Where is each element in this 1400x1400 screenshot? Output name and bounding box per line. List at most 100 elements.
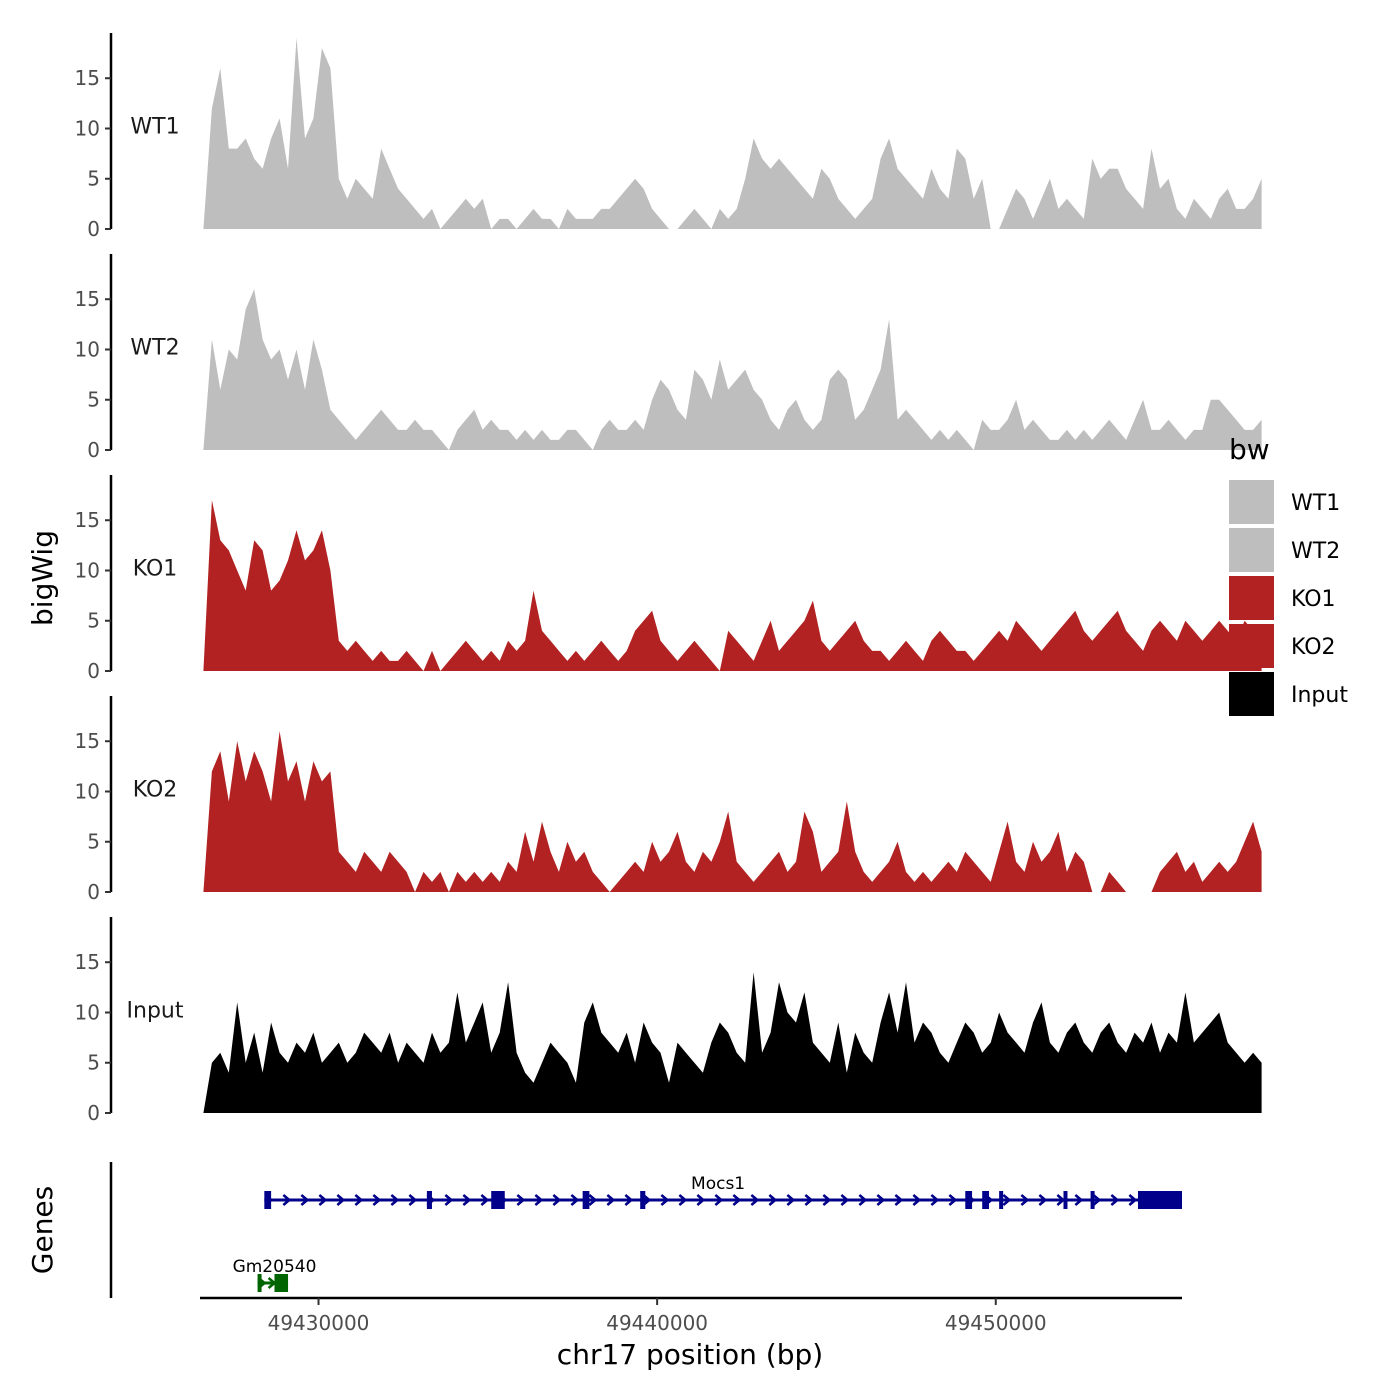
strand-arrow bbox=[660, 1194, 670, 1206]
strand-arrow bbox=[300, 1194, 310, 1206]
strand-arrow bbox=[894, 1194, 904, 1206]
signal-area-ko2 bbox=[203, 731, 1262, 892]
gene-exon bbox=[582, 1191, 590, 1209]
strand-arrow bbox=[336, 1194, 346, 1206]
strand-arrow bbox=[1056, 1194, 1066, 1206]
legend-item-input: Input bbox=[1229, 672, 1348, 716]
y-tick-label: 5 bbox=[87, 830, 100, 854]
strand-arrow bbox=[912, 1194, 922, 1206]
x-tick-label: 49440000 bbox=[606, 1311, 708, 1335]
y-tick-label: 15 bbox=[75, 950, 100, 974]
gene-exon bbox=[257, 1274, 262, 1292]
gene-exon bbox=[999, 1191, 1004, 1209]
strand-arrow bbox=[714, 1194, 724, 1206]
gene-label-gm20540: Gm20540 bbox=[233, 1257, 317, 1277]
y-tick-label: 5 bbox=[87, 388, 100, 412]
strand-arrow bbox=[858, 1194, 868, 1206]
y-tick-label: 0 bbox=[87, 217, 100, 241]
strand-arrow bbox=[516, 1194, 526, 1206]
legend-label: WT1 bbox=[1291, 491, 1340, 516]
signal-area-ko1 bbox=[203, 500, 1262, 671]
genes-panel: Gm20540 Mocs1 bbox=[109, 1162, 1182, 1298]
tracks-group: 0 5 10 15 WT1 0 5 10 15 WT2 0 5 10 15 KO1 0 5 10 15 KO2 0 5 10… bbox=[75, 33, 1262, 1125]
gene-exon bbox=[640, 1191, 646, 1209]
y-tick-label: 10 bbox=[75, 1000, 100, 1024]
y-axis-title: bigWig bbox=[26, 530, 59, 626]
track-wt1: 0 5 10 15 WT1 bbox=[75, 33, 1262, 241]
y-tick-label: 0 bbox=[87, 438, 100, 462]
gene-mocs1: Mocs1 bbox=[264, 1174, 1182, 1209]
gene-exon bbox=[982, 1191, 989, 1209]
y-tick-label: 0 bbox=[87, 880, 100, 904]
legend: bw WT1 WT2 KO1 KO2 Input bbox=[1229, 433, 1348, 716]
strand-arrow bbox=[372, 1194, 382, 1206]
legend-label: WT2 bbox=[1291, 539, 1340, 564]
legend-title: bw bbox=[1229, 433, 1270, 466]
gene-gm20540: Gm20540 bbox=[233, 1257, 317, 1292]
strand-arrow bbox=[750, 1194, 760, 1206]
strand-arrow bbox=[1074, 1194, 1084, 1206]
track-label-wt1: WT1 bbox=[130, 115, 179, 140]
strand-arrow bbox=[840, 1194, 850, 1206]
gene-exon bbox=[274, 1274, 289, 1292]
y-tick-label: 0 bbox=[87, 659, 100, 683]
strand-arrow bbox=[444, 1194, 454, 1206]
y-tick-label: 5 bbox=[87, 1051, 100, 1075]
y-tick-label: 5 bbox=[87, 609, 100, 633]
strand-arrow bbox=[588, 1194, 598, 1206]
legend-swatch bbox=[1229, 672, 1274, 716]
signal-area-input bbox=[203, 972, 1262, 1113]
strand-arrow bbox=[1002, 1194, 1012, 1206]
legend-swatch bbox=[1229, 624, 1274, 668]
legend-item-ko2: KO2 bbox=[1229, 624, 1336, 668]
strand-arrow bbox=[1110, 1194, 1120, 1206]
track-label-ko1: KO1 bbox=[133, 557, 178, 582]
y-tick-label: 15 bbox=[75, 66, 100, 90]
y-tick-label: 5 bbox=[87, 167, 100, 191]
legend-label: KO2 bbox=[1291, 635, 1336, 660]
gene-exon bbox=[1090, 1191, 1095, 1209]
strand-arrow bbox=[1092, 1194, 1102, 1206]
gene-label-mocs1: Mocs1 bbox=[691, 1174, 745, 1194]
strand-arrow bbox=[768, 1194, 778, 1206]
legend-swatch bbox=[1229, 528, 1274, 572]
strand-arrow bbox=[1038, 1194, 1048, 1206]
gene-models: Gm20540 Mocs1 bbox=[233, 1174, 1182, 1292]
strand-arrow bbox=[642, 1194, 652, 1206]
y-tick-label: 10 bbox=[75, 779, 100, 803]
track-wt2: 0 5 10 15 WT2 bbox=[75, 254, 1262, 462]
strand-arrow bbox=[552, 1194, 562, 1206]
strand-arrow bbox=[822, 1194, 832, 1206]
strand-arrow bbox=[930, 1194, 940, 1206]
gene-exon bbox=[264, 1191, 272, 1209]
signal-area-wt1 bbox=[203, 38, 1262, 229]
legend-label: Input bbox=[1291, 683, 1348, 708]
strand-arrow bbox=[948, 1194, 958, 1206]
strand-arrow bbox=[390, 1194, 400, 1206]
y-tick-label: 15 bbox=[75, 729, 100, 753]
strand-arrow bbox=[606, 1194, 616, 1206]
strand-arrow bbox=[534, 1194, 544, 1206]
track-ko1: 0 5 10 15 KO1 bbox=[75, 475, 1262, 683]
x-tick-label: 49450000 bbox=[945, 1311, 1047, 1335]
y-tick-label: 0 bbox=[87, 1101, 100, 1125]
strand-arrow bbox=[408, 1194, 418, 1206]
y-tick-label: 15 bbox=[75, 508, 100, 532]
strand-arrow bbox=[876, 1194, 886, 1206]
y-tick-label: 10 bbox=[75, 558, 100, 582]
x-axis-ticks: 49430000 49440000 49450000 bbox=[268, 1298, 1047, 1335]
legend-item-wt2: WT2 bbox=[1229, 528, 1340, 572]
strand-arrow bbox=[624, 1194, 634, 1206]
strand-arrow bbox=[1020, 1194, 1030, 1206]
y-tick-label: 10 bbox=[75, 116, 100, 140]
strand-arrow bbox=[804, 1194, 814, 1206]
strand-arrow bbox=[786, 1194, 796, 1206]
strand-arrow bbox=[678, 1194, 688, 1206]
strand-arrow bbox=[318, 1194, 328, 1206]
strand-arrow bbox=[732, 1194, 742, 1206]
gene-exon bbox=[491, 1191, 505, 1209]
signal-area-wt2 bbox=[203, 289, 1262, 450]
legend-label: KO1 bbox=[1291, 587, 1336, 612]
track-input: 0 5 10 15 Input bbox=[75, 917, 1262, 1125]
